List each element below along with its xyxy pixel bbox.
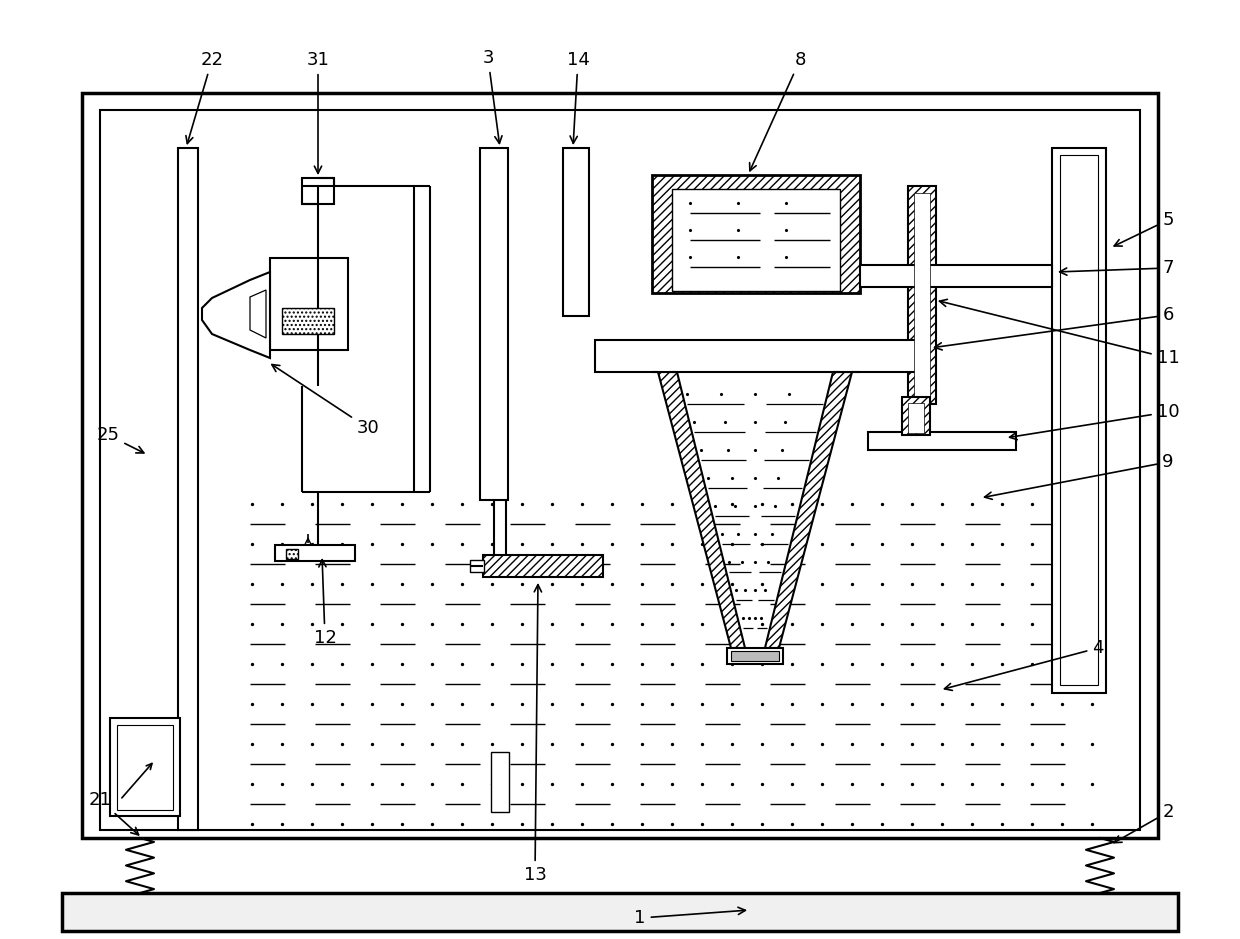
Polygon shape [765,372,852,648]
Bar [1060,155,1097,685]
Bar [484,555,603,577]
Text: 22: 22 [186,51,223,144]
Bar [270,258,348,350]
Bar [908,403,924,433]
Text: 31: 31 [306,51,330,174]
Bar [110,718,180,816]
Bar [117,725,174,810]
Bar [281,308,334,334]
Text: 6: 6 [935,306,1174,350]
Bar [732,651,779,661]
Text: 10: 10 [1009,403,1179,439]
Text: 21: 21 [88,791,139,835]
Bar [901,397,930,435]
Bar [861,265,1052,287]
Text: 25: 25 [97,426,144,453]
Bar [82,93,1158,838]
Bar [868,432,1016,450]
Bar [908,186,936,404]
Polygon shape [250,290,267,338]
Text: 11: 11 [940,300,1179,367]
Text: 9: 9 [985,453,1174,500]
Bar [563,148,589,316]
Text: 1: 1 [635,907,745,927]
Text: 4: 4 [945,639,1104,690]
Bar [1052,148,1106,693]
Bar [286,549,298,559]
Bar [62,893,1178,931]
Bar [595,340,920,372]
Text: 3: 3 [482,49,502,144]
Polygon shape [202,272,270,358]
Text: 8: 8 [750,51,806,171]
Text: 12: 12 [314,560,336,647]
Bar [480,148,508,500]
Text: 5: 5 [1115,211,1174,246]
Bar [491,752,508,812]
Bar [303,178,334,204]
Bar [727,648,782,664]
Bar [241,492,1110,832]
Text: 7: 7 [1060,259,1174,277]
Text: 14: 14 [567,51,589,144]
Text: 13: 13 [523,585,547,884]
Bar [470,560,484,572]
Text: 2: 2 [1114,803,1174,842]
Bar [914,193,930,397]
Text: 30: 30 [272,364,379,437]
Bar [672,189,839,291]
Bar [100,110,1140,830]
Polygon shape [658,372,745,648]
Bar [275,545,355,561]
Bar [179,148,198,830]
Bar [652,175,861,293]
